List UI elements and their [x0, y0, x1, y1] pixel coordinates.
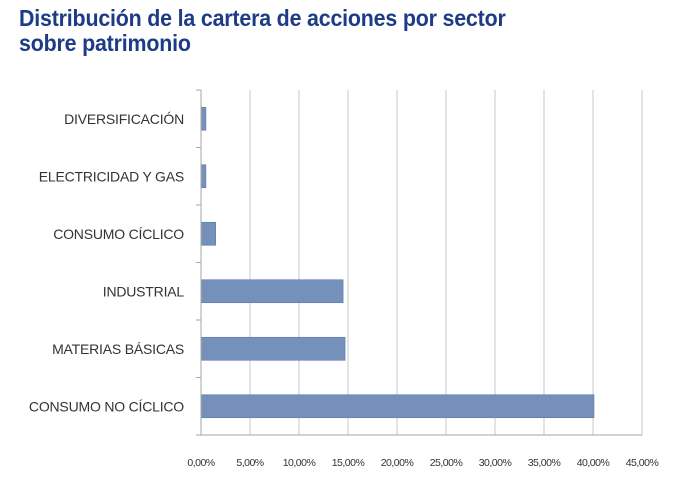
- x-tick-label: 40,00%: [577, 457, 610, 469]
- category-label: ELECTRICIDAD Y GAS: [39, 168, 184, 184]
- x-tick-label: 10,00%: [283, 457, 316, 469]
- x-tick-label: 15,00%: [332, 457, 365, 469]
- category-label: INDUSTRIAL: [103, 283, 185, 299]
- x-tick-label: 30,00%: [479, 457, 512, 469]
- chart-title: Distribución de la cartera de acciones p…: [19, 6, 614, 56]
- bar: [200, 164, 207, 189]
- bar: [200, 106, 207, 131]
- x-tick-label: 45,00%: [626, 457, 659, 469]
- chart-title-line-1: Distribución de la cartera de acciones p…: [19, 5, 506, 31]
- axes: [196, 89, 642, 436]
- category-label: CONSUMO CÍCLICO: [53, 226, 184, 242]
- bar: [200, 279, 344, 304]
- x-tick-label: 5,00%: [236, 457, 263, 469]
- bar: [200, 221, 216, 246]
- category-label: DIVERSIFICACIÓN: [64, 111, 184, 127]
- x-tick-label: 25,00%: [430, 457, 463, 469]
- chart-title-line-2: sobre patrimonio: [19, 30, 191, 56]
- bar: [200, 394, 595, 419]
- category-label: CONSUMO NO CÍCLICO: [29, 398, 184, 414]
- bars: [200, 106, 595, 419]
- grid-lines: [249, 90, 643, 435]
- category-label: MATERIAS BÁSICAS: [52, 341, 184, 357]
- labels: 0,00% 5,00% 10,00% 15,00% 20,00% 25,00% 30,00%…: [29, 111, 659, 469]
- bar: [200, 336, 346, 361]
- x-tick-label: 35,00%: [528, 457, 561, 469]
- x-tick-label: 0,00%: [187, 457, 214, 469]
- x-tick-label: 20,00%: [381, 457, 414, 469]
